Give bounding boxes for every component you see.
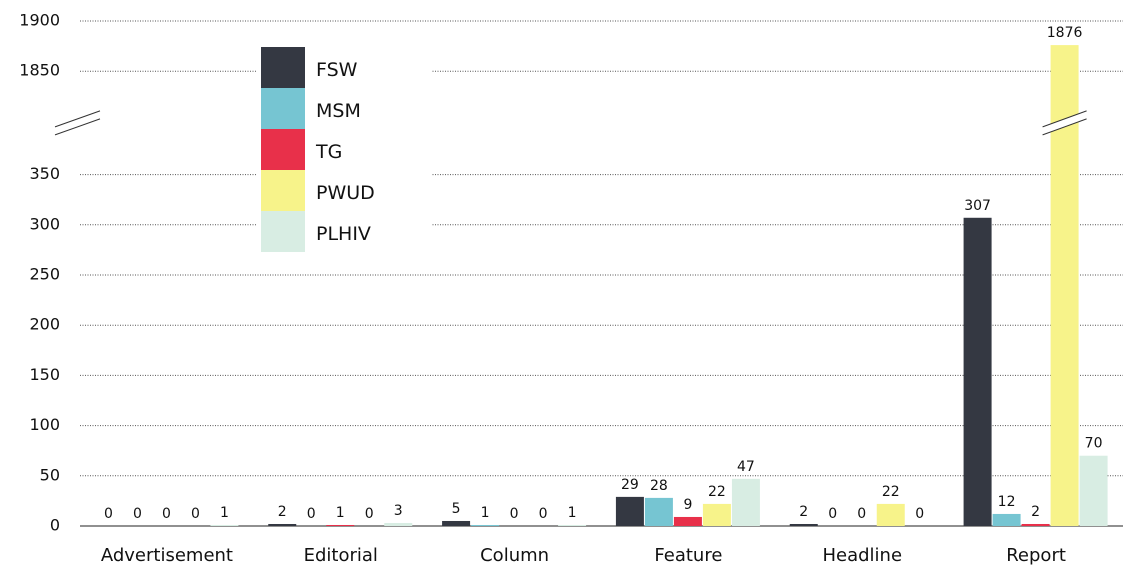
value-label: 1 [336,505,345,521]
axis-break-gap [55,110,100,135]
axis-break-gap [1042,110,1087,135]
value-label: 22 [708,484,726,500]
y-tick-label: 250 [29,265,60,284]
value-label: 1 [568,505,577,521]
value-label: 1876 [1047,25,1083,41]
legend-swatch [261,88,305,129]
axis-break-mark [54,110,101,128]
bar [876,503,905,526]
value-label: 2 [278,504,287,520]
value-label: 1 [481,505,490,521]
value-label: 47 [737,459,755,475]
bar [615,496,644,526]
bar [789,523,818,526]
axis-break-mark [1042,118,1087,136]
y-tick-label: 1850 [19,61,60,80]
y-tick-label: 1900 [19,11,60,30]
value-label: 0 [915,506,924,522]
y-tick-label: 300 [29,214,60,233]
value-label: 0 [539,506,548,522]
legend-swatch [261,170,305,211]
value-label: 0 [191,506,200,522]
bar [1079,455,1108,526]
value-label: 2 [799,504,808,520]
bar [210,524,239,526]
y-tick-label: 150 [29,365,60,384]
value-label: 0 [133,506,142,522]
value-label: 0 [307,506,316,522]
bar [731,478,760,526]
bar [673,516,702,526]
x-tick-label: Editorial [304,545,378,566]
legend-swatch [261,211,305,252]
value-label: 22 [882,484,900,500]
legend-label: PWUD [316,182,375,204]
value-label: 0 [365,506,374,522]
bar [442,520,471,526]
bar [1021,523,1050,526]
y-tick-label: 350 [29,164,60,183]
bar [644,497,673,526]
value-label: 3 [394,503,403,519]
value-label: 0 [828,506,837,522]
value-label: 0 [104,506,113,522]
legend-label: TG [315,141,342,163]
value-label: 2 [1031,504,1040,520]
bar [326,524,355,526]
value-label: 29 [621,477,639,493]
value-label: 307 [964,198,991,214]
y-tick-label: 0 [50,516,60,535]
value-label: 0 [162,506,171,522]
x-tick-label: Report [1006,545,1066,566]
value-label: 0 [857,506,866,522]
legend-label: FSW [316,59,358,81]
value-label: 28 [650,478,668,494]
legend-swatch [261,129,305,170]
legend-label: MSM [316,100,361,122]
y-tick-label: 200 [29,315,60,334]
value-label: 5 [452,501,461,517]
x-tick-label: Headline [822,545,902,566]
bar [268,523,297,526]
bar [471,524,500,526]
value-label: 70 [1085,436,1103,452]
value-label: 12 [998,494,1016,510]
bar [702,503,731,526]
x-tick-label: Column [480,545,549,566]
x-tick-label: Advertisement [101,545,233,566]
axis-break-mark [54,118,101,136]
value-label: 0 [510,506,519,522]
y-tick-label: 50 [40,465,60,484]
bar [384,522,413,526]
value-label: 9 [683,497,692,513]
x-tick-label: Feature [654,545,722,566]
bar [963,217,992,526]
bar [992,513,1021,526]
bar [558,524,587,526]
legend-swatch [261,47,305,88]
legend-label: PLHIV [316,223,371,245]
y-tick-label: 100 [29,415,60,434]
axis-break-mark [1042,110,1087,128]
value-label: 1 [220,505,229,521]
